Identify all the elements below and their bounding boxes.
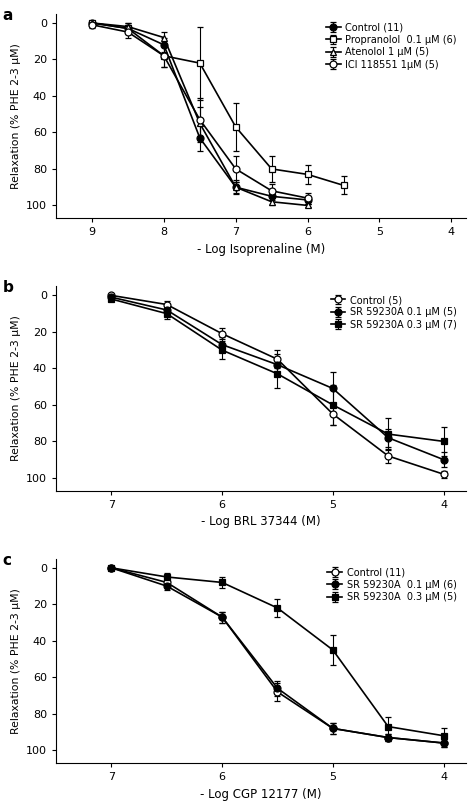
- X-axis label: - Log Isoprenaline (M): - Log Isoprenaline (M): [197, 243, 325, 256]
- X-axis label: - Log BRL 37344 (M): - Log BRL 37344 (M): [201, 515, 321, 528]
- Legend: Control (11), SR 59230A  0.1 μM (6), SR 59230A  0.3 μM (5): Control (11), SR 59230A 0.1 μM (6), SR 5…: [324, 564, 461, 606]
- Y-axis label: Relaxation (% PHE 2-3 μM): Relaxation (% PHE 2-3 μM): [10, 316, 20, 461]
- Text: a: a: [3, 8, 13, 23]
- X-axis label: - Log CGP 12177 (M): - Log CGP 12177 (M): [200, 788, 322, 801]
- Text: c: c: [3, 553, 12, 568]
- Legend: Control (5), SR 59230A 0.1 μM (5), SR 59230A 0.3 μM (7): Control (5), SR 59230A 0.1 μM (5), SR 59…: [327, 291, 461, 334]
- Y-axis label: Relaxation (% PHE 2-3 μM): Relaxation (% PHE 2-3 μM): [10, 588, 20, 734]
- Y-axis label: Relaxation (% PHE 2-3 μM): Relaxation (% PHE 2-3 μM): [10, 43, 20, 189]
- Legend: Control (11), Propranolol  0.1 μM (6), Atenolol 1 μM (5), ICI 118551 1μM (5): Control (11), Propranolol 0.1 μM (6), At…: [322, 19, 461, 74]
- Text: b: b: [3, 280, 14, 295]
